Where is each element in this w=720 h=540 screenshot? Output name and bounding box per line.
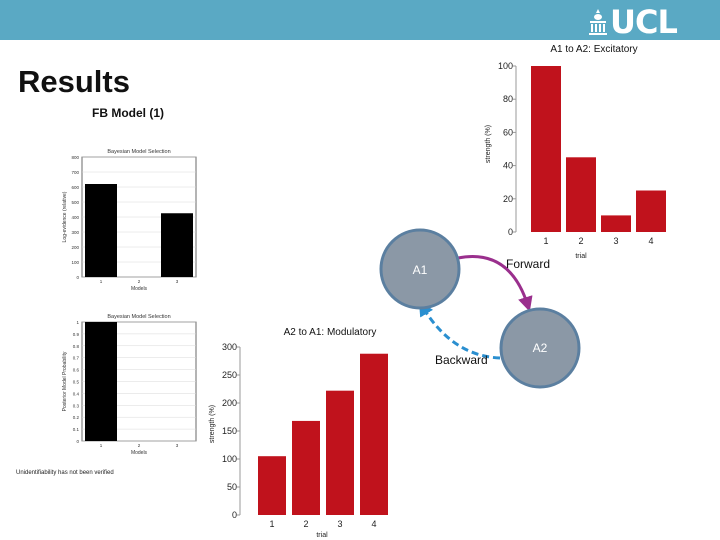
- excitatory-y-tick-label: 20: [503, 194, 513, 204]
- modulatory-bar: [292, 420, 320, 515]
- modulatory-bar: [360, 353, 388, 515]
- modulatory-x-tick-label: 1: [269, 519, 274, 529]
- node-a2: [499, 307, 581, 389]
- posterior-y-tick-label: 0.2: [73, 415, 80, 420]
- excitatory-bar: [531, 66, 561, 232]
- posterior-y-tick-label: 0: [76, 439, 79, 444]
- posterior-x-axis-label: Models: [131, 450, 148, 456]
- excitatory-x-tick-label: 2: [578, 236, 583, 246]
- excitatory-y-tick-label: 0: [508, 227, 513, 237]
- excitatory-x-tick-label: 1: [543, 236, 548, 246]
- modulatory-bar: [326, 390, 354, 515]
- forward-label: Forward: [506, 257, 550, 271]
- modulatory-x-axis-label: trial: [316, 532, 328, 539]
- posterior-y-tick-label: 0.6: [73, 368, 80, 373]
- portico-icon: [589, 9, 607, 35]
- modulatory-y-tick-label: 200: [222, 398, 237, 408]
- excitatory-y-tick-label: 40: [503, 161, 513, 171]
- log-evidence-y-tick-label: 0: [76, 275, 79, 280]
- excitatory-y-tick-label: 80: [503, 94, 513, 104]
- log-evidence-y-tick-label: 700: [71, 170, 79, 175]
- modulatory-y-tick-label: 0: [232, 510, 237, 520]
- modulatory-y-tick-label: 250: [222, 370, 237, 380]
- node-a1-label: A1: [413, 263, 428, 277]
- log-evidence-y-tick-label: 300: [71, 230, 79, 235]
- posterior-chart-title: Bayesian Model Selection: [107, 314, 170, 320]
- log-evidence-y-tick-label: 500: [71, 200, 79, 205]
- modulatory-chart-title: A2 to A1: Modulatory: [284, 327, 377, 338]
- posterior-x-tick-label: 1: [100, 443, 103, 448]
- modulatory-bar: [258, 456, 286, 515]
- log-evidence-y-tick-label: 200: [71, 245, 79, 250]
- modulatory-x-tick-label: 3: [337, 519, 342, 529]
- forward-arrow: [457, 255, 533, 312]
- log-evidence-y-tick-label: 100: [71, 260, 79, 265]
- log-evidence-chart-title: Bayesian Model Selection: [107, 149, 170, 155]
- log-evidence-bar: [85, 184, 117, 277]
- posterior-bar: [85, 322, 117, 441]
- posterior-y-tick-label: 0.5: [73, 380, 80, 385]
- modulatory-y-tick-label: 300: [222, 342, 237, 352]
- log-evidence-y-axis-label: Log-evidence (relative): [62, 191, 68, 242]
- modulatory-y-tick-label: 150: [222, 426, 237, 436]
- log-evidence-bar: [161, 213, 193, 277]
- posterior-y-tick-label: 1: [76, 320, 79, 325]
- log-evidence-x-axis-label: Models: [131, 286, 148, 292]
- excitatory-y-tick-label: 60: [503, 127, 513, 137]
- excitatory-x-tick-label: 4: [648, 236, 653, 246]
- node-a1: [379, 228, 461, 310]
- posterior-y-tick-label: 0.7: [73, 356, 80, 361]
- modulatory-y-tick-label: 50: [227, 482, 237, 492]
- excitatory-x-tick-label: 3: [613, 236, 618, 246]
- posterior-y-tick-label: 0.8: [73, 344, 80, 349]
- log-evidence-y-tick-label: 600: [71, 185, 79, 190]
- posterior-y-tick-label: 0.9: [73, 332, 80, 337]
- modulatory-x-tick-label: 4: [371, 519, 376, 529]
- excitatory-x-axis-label: trial: [575, 253, 587, 260]
- page-title: Results: [18, 64, 130, 99]
- posterior-x-tick-label: 3: [176, 443, 179, 448]
- log-evidence-y-tick-label: 800: [71, 155, 79, 160]
- excitatory-bar: [601, 215, 631, 232]
- excitatory-chart-title: A1 to A2: Excitatory: [550, 44, 637, 55]
- posterior-y-tick-label: 0.3: [73, 403, 80, 408]
- excitatory-bar: [566, 157, 596, 232]
- identifiability-note: Unidentifiability has not been verified: [16, 470, 114, 476]
- backward-arrow: [418, 300, 501, 360]
- log-evidence-x-tick-label: 1: [100, 279, 103, 284]
- modulatory-y-tick-label: 100: [222, 454, 237, 464]
- log-evidence-x-tick-label: 2: [138, 279, 141, 284]
- backward-label: Backward: [435, 353, 488, 367]
- modulatory-y-axis-label: strength (%): [209, 405, 216, 443]
- posterior-x-tick-label: 2: [138, 443, 141, 448]
- log-evidence-y-tick-label: 400: [71, 215, 79, 220]
- model-subtitle: FB Model (1): [92, 106, 164, 120]
- modulatory-x-tick-label: 2: [303, 519, 308, 529]
- posterior-y-tick-label: 0.4: [73, 391, 80, 396]
- posterior-y-tick-label: 0.1: [73, 427, 80, 432]
- log-evidence-x-tick-label: 3: [176, 279, 179, 284]
- node-a2-label: A2: [533, 341, 548, 355]
- excitatory-y-axis-label: strength (%): [485, 125, 492, 163]
- logo-text: UCL: [610, 3, 678, 41]
- excitatory-bar: [636, 190, 666, 232]
- posterior-y-axis-label: Posterior Model Probability: [62, 351, 68, 411]
- excitatory-y-tick-label: 100: [498, 61, 513, 71]
